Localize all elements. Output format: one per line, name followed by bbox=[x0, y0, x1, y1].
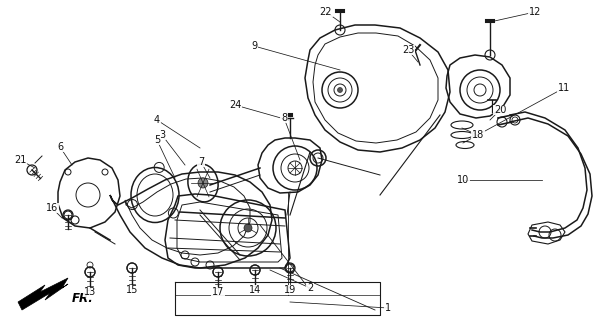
Text: 18: 18 bbox=[472, 130, 484, 140]
Circle shape bbox=[244, 224, 252, 232]
Circle shape bbox=[337, 87, 342, 92]
Text: 22: 22 bbox=[320, 7, 333, 17]
Text: 20: 20 bbox=[494, 105, 506, 115]
Text: 6: 6 bbox=[57, 142, 63, 152]
Polygon shape bbox=[18, 278, 68, 310]
Text: 8: 8 bbox=[281, 113, 287, 123]
Text: 3: 3 bbox=[159, 130, 165, 140]
Text: 2: 2 bbox=[307, 283, 313, 293]
Text: 9: 9 bbox=[251, 41, 257, 51]
Text: FR.: FR. bbox=[72, 292, 94, 305]
Text: 19: 19 bbox=[284, 285, 296, 295]
Text: 11: 11 bbox=[558, 83, 570, 93]
Text: 23: 23 bbox=[402, 45, 414, 55]
Text: 16: 16 bbox=[46, 203, 58, 213]
Text: 1: 1 bbox=[385, 303, 391, 313]
Text: 4: 4 bbox=[154, 115, 160, 125]
Text: 14: 14 bbox=[249, 285, 261, 295]
Text: 7: 7 bbox=[198, 157, 204, 167]
Text: 10: 10 bbox=[457, 175, 469, 185]
Text: 24: 24 bbox=[229, 100, 241, 110]
Text: 5: 5 bbox=[154, 135, 160, 145]
Text: 17: 17 bbox=[212, 287, 224, 297]
Circle shape bbox=[198, 178, 208, 188]
Text: 15: 15 bbox=[126, 285, 138, 295]
Text: 21: 21 bbox=[14, 155, 26, 165]
Text: 12: 12 bbox=[529, 7, 541, 17]
Text: 13: 13 bbox=[84, 287, 96, 297]
